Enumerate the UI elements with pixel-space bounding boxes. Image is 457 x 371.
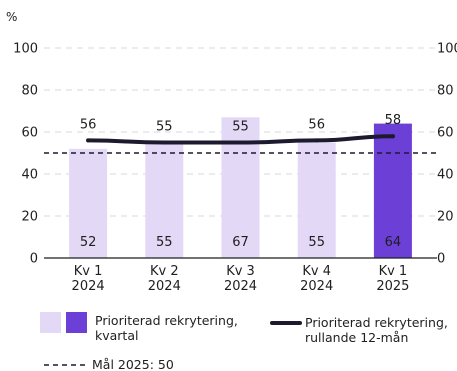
line-value-label: 58 xyxy=(385,113,402,128)
line-value-label: 56 xyxy=(80,117,97,132)
bar xyxy=(373,123,412,258)
legend-label-line-series: rullande 12-mån xyxy=(305,330,408,345)
bar xyxy=(297,142,336,258)
bar xyxy=(69,148,108,258)
x-tick-label: Kv 4 xyxy=(302,264,331,279)
x-tick-label: Kv 1 xyxy=(74,264,103,279)
x-tick-label-year: 2024 xyxy=(72,279,105,294)
y-tick-label-right: 20 xyxy=(437,210,454,225)
x-tick-label-year: 2025 xyxy=(376,279,409,294)
line-value-label: 55 xyxy=(232,120,249,135)
legend: Prioriterad rekrytering,kvartalPrioriter… xyxy=(40,312,448,371)
legend-label-target: Mål 2025: 50 xyxy=(92,357,174,371)
y-tick-label-left: 20 xyxy=(21,210,38,225)
x-tick-label: Kv 1 xyxy=(379,264,408,279)
bar-value-label: 67 xyxy=(232,235,249,250)
y-tick-label-right: 0 xyxy=(437,252,445,267)
x-tick-label-year: 2024 xyxy=(300,279,333,294)
line-point xyxy=(162,140,167,145)
x-tick-label-year: 2024 xyxy=(224,279,257,294)
y-tick-label-right: 80 xyxy=(437,84,454,99)
y-tick-label-left: 100 xyxy=(13,42,38,57)
x-tick-label: Kv 3 xyxy=(226,264,255,279)
line-series-layer xyxy=(86,134,395,145)
line-point xyxy=(238,140,243,145)
y-tick-label-left: 80 xyxy=(21,84,38,99)
line-value-label: 56 xyxy=(308,117,325,132)
x-tick-label-year: 2024 xyxy=(148,279,181,294)
line-point xyxy=(390,134,395,139)
legend-label-bar-series: Prioriterad rekrytering, xyxy=(95,313,238,328)
labels-layer: 52 55 67 55 64 56 55 55 56 58 xyxy=(80,113,401,250)
bar-value-label: 52 xyxy=(80,235,97,250)
line-point xyxy=(314,138,319,143)
y-tick-label-right: 60 xyxy=(437,126,454,141)
x-tick-label: Kv 2 xyxy=(150,264,179,279)
y-tick-label-left: 40 xyxy=(21,168,38,183)
legend-label-bar-series: kvartal xyxy=(95,328,138,343)
y-tick-label-left: 60 xyxy=(21,126,38,141)
y-axis-unit-label: % xyxy=(6,10,18,24)
legend-label-line-series: Prioriterad rekrytering, xyxy=(305,315,448,330)
legend-swatch-highlight xyxy=(66,312,87,333)
legend-swatch-light xyxy=(40,312,61,333)
y-tick-label-right: 40 xyxy=(437,168,454,183)
line-value-label: 55 xyxy=(156,120,173,135)
y-tick-label-left: 0 xyxy=(30,252,38,267)
bar-value-label: 64 xyxy=(385,235,402,250)
bar-value-label: 55 xyxy=(308,235,325,250)
line-point xyxy=(86,138,91,143)
y-tick-label-right: 100 xyxy=(437,42,457,57)
bar-value-label: 55 xyxy=(156,235,173,250)
bar xyxy=(145,142,184,258)
bars-layer xyxy=(69,117,412,258)
